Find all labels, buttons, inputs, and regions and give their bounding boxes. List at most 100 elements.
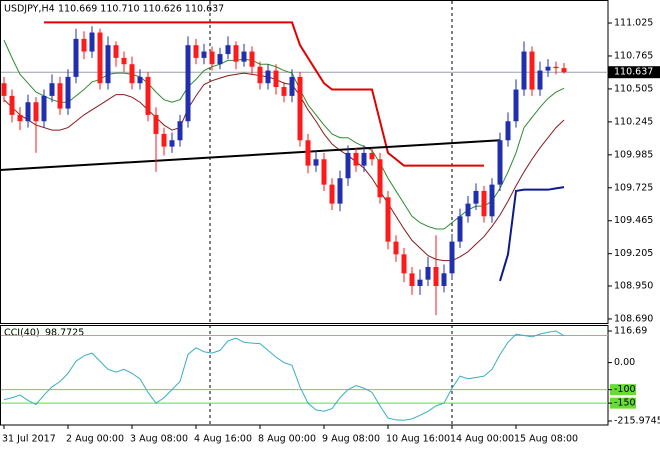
y-tick-label: 111.025 xyxy=(614,18,653,29)
indicator-line xyxy=(44,21,484,167)
candle-body xyxy=(49,83,55,96)
candle-body xyxy=(561,68,567,73)
candle-body xyxy=(233,45,239,62)
candle-body xyxy=(353,152,359,166)
y-tick-label: 110.245 xyxy=(614,116,653,127)
y-tick-label: 116.69 xyxy=(614,326,647,337)
quote: 110.669 110.710 110.626 110.637 xyxy=(58,4,224,15)
candle-body xyxy=(329,184,335,204)
candle-body xyxy=(505,121,511,141)
candle-body xyxy=(169,140,175,147)
indicator-line xyxy=(499,186,565,282)
candle-body xyxy=(537,70,543,90)
candle-body xyxy=(521,51,527,90)
candle-body xyxy=(65,76,71,109)
candle-body xyxy=(417,279,423,286)
candle-body xyxy=(337,178,343,204)
cci-line xyxy=(3,330,565,421)
chart-title: USDJPY,H4 xyxy=(4,4,55,15)
candle-body xyxy=(361,152,367,166)
indicator-line xyxy=(3,39,565,230)
candle-body xyxy=(97,32,103,84)
candle-body xyxy=(465,203,471,217)
y-tick-label: 109.725 xyxy=(614,182,653,193)
candle-body xyxy=(201,51,207,58)
candle-body xyxy=(241,51,247,62)
y-tick-label: 109.985 xyxy=(614,149,653,160)
candle-body xyxy=(553,66,559,69)
candle-body xyxy=(313,159,319,166)
cci-pane xyxy=(0,325,609,426)
candle-body xyxy=(193,45,199,58)
y-tick-label: 108.690 xyxy=(614,313,653,324)
candle-body xyxy=(265,70,271,84)
candle-body xyxy=(273,70,279,88)
candle-body xyxy=(185,45,191,122)
candle-body xyxy=(513,89,519,122)
y-tick-label: -100 xyxy=(614,384,636,395)
candle-body xyxy=(401,254,407,274)
y-tick-label: 108.950 xyxy=(614,280,653,291)
price-tag-label: 110.637 xyxy=(614,67,653,78)
candle-body xyxy=(17,114,23,122)
candle-body xyxy=(425,266,431,280)
candle-body xyxy=(385,197,391,242)
candle-body xyxy=(129,64,135,84)
x-tick-label: 3 Aug 08:00 xyxy=(130,434,188,445)
candle-body xyxy=(9,95,15,115)
candle-body xyxy=(225,45,231,55)
indicator-name: CCI(40) xyxy=(4,328,40,339)
x-tick-label: 14 Aug 00:00 xyxy=(450,434,514,445)
candle-body xyxy=(73,38,79,77)
candle-body xyxy=(121,57,127,65)
candle-body xyxy=(409,273,415,286)
candle-body xyxy=(377,159,383,198)
candle-body xyxy=(33,102,39,122)
y-tick-label: -150 xyxy=(614,398,636,409)
candle-body xyxy=(145,76,151,115)
candle-body xyxy=(345,152,351,179)
candle-body xyxy=(457,216,463,242)
candle-body xyxy=(281,87,287,96)
candle-body xyxy=(529,51,535,90)
candle-body xyxy=(449,241,455,274)
candle-body xyxy=(137,76,143,84)
candle-body xyxy=(393,241,399,255)
candle-body xyxy=(441,273,447,286)
y-tick-label: 109.205 xyxy=(614,248,653,259)
candle-body xyxy=(105,45,111,84)
candle-body xyxy=(369,152,375,160)
x-tick-label: 31 Jul 2017 xyxy=(2,434,56,445)
candle-body xyxy=(1,83,7,96)
candle-body xyxy=(81,38,87,52)
candle-body xyxy=(481,190,487,217)
candle-body xyxy=(249,51,255,67)
candle-body xyxy=(545,66,551,71)
y-tick-label: 110.505 xyxy=(614,83,653,94)
candle-body xyxy=(41,95,47,122)
candle-body xyxy=(433,266,439,286)
candle-body xyxy=(305,140,311,166)
indicator-value: 98.7725 xyxy=(45,328,84,339)
candle-body xyxy=(257,66,263,84)
x-tick-label: 15 Aug 08:00 xyxy=(514,434,578,445)
candle-body xyxy=(113,45,119,58)
candle-body xyxy=(297,76,303,141)
candle-body xyxy=(209,51,215,65)
y-tick-label: 109.465 xyxy=(614,215,653,226)
x-tick-label: 2 Aug 00:00 xyxy=(66,434,124,445)
candle-body xyxy=(89,32,95,52)
x-tick-label: 8 Aug 00:00 xyxy=(258,434,316,445)
candle-body xyxy=(153,114,159,134)
y-tick-label: -215.9745 xyxy=(614,415,660,426)
candle-body xyxy=(217,54,223,65)
price-tag xyxy=(608,66,660,79)
trendline xyxy=(0,139,501,172)
level-tag xyxy=(610,384,636,396)
candle-body xyxy=(473,190,479,204)
candle-body xyxy=(289,76,295,96)
y-tick-label: 110.765 xyxy=(614,50,653,61)
candle-body xyxy=(321,159,327,185)
